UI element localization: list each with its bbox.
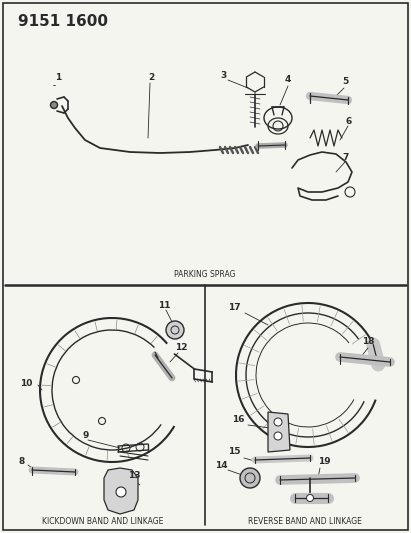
Text: 4: 4	[285, 76, 291, 85]
Text: 19: 19	[318, 457, 330, 466]
Text: 3: 3	[220, 70, 226, 79]
Circle shape	[51, 101, 58, 109]
Text: 17: 17	[228, 303, 240, 312]
Polygon shape	[104, 468, 138, 514]
Text: 15: 15	[228, 448, 240, 456]
Text: 9151 1600: 9151 1600	[18, 14, 108, 29]
Circle shape	[240, 468, 260, 488]
Text: PARKING SPRAG: PARKING SPRAG	[174, 270, 236, 279]
Text: REVERSE BAND AND LINKAGE: REVERSE BAND AND LINKAGE	[248, 518, 362, 527]
Text: 8: 8	[18, 457, 24, 466]
Circle shape	[274, 432, 282, 440]
Text: 7: 7	[342, 154, 349, 163]
Text: 14: 14	[215, 461, 228, 470]
Text: 9: 9	[82, 431, 88, 440]
Text: 1: 1	[55, 74, 61, 83]
Polygon shape	[268, 412, 290, 452]
Text: 10: 10	[20, 378, 32, 387]
Circle shape	[166, 321, 184, 339]
Text: 6: 6	[345, 117, 351, 126]
Text: 11: 11	[158, 301, 171, 310]
Text: 13: 13	[128, 471, 141, 480]
Text: 2: 2	[148, 74, 154, 83]
Text: 16: 16	[232, 416, 245, 424]
Text: 5: 5	[342, 77, 348, 86]
Text: 12: 12	[175, 343, 187, 352]
Circle shape	[307, 495, 314, 502]
Circle shape	[116, 487, 126, 497]
Circle shape	[274, 418, 282, 426]
Text: KICKDOWN BAND AND LINKAGE: KICKDOWN BAND AND LINKAGE	[42, 518, 164, 527]
Text: 18: 18	[362, 337, 374, 346]
